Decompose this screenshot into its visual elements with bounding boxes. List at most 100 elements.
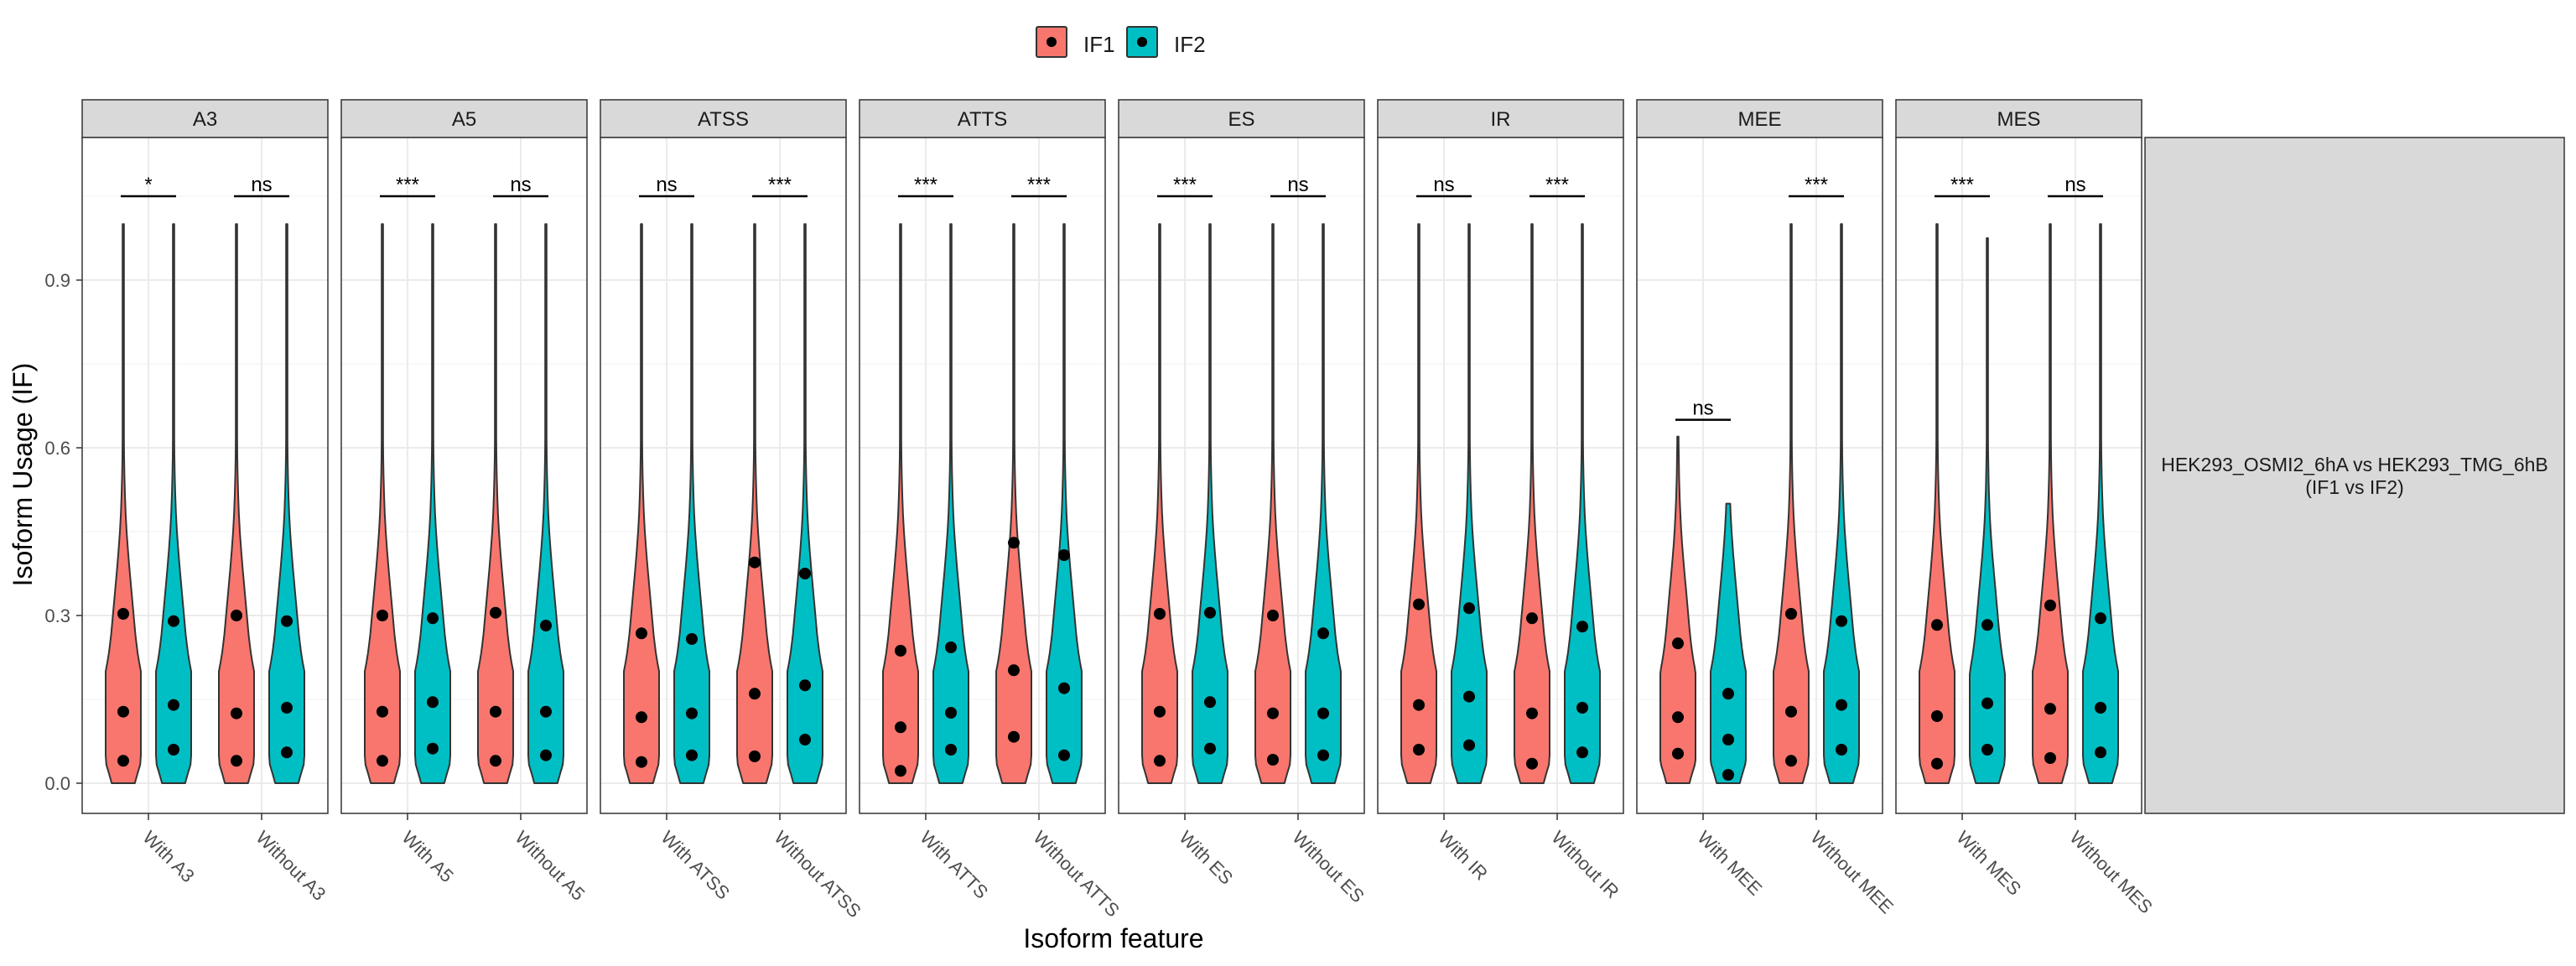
x-tick-label: With IR	[1434, 827, 1492, 885]
quantile-point	[377, 755, 388, 767]
quantile-point	[427, 742, 439, 755]
panel-border	[1895, 137, 2142, 814]
quantile-point	[1785, 608, 1797, 620]
quantile-point	[1317, 749, 1329, 761]
quantile-point	[1576, 746, 1588, 759]
violin-if2	[1192, 223, 1228, 784]
violin-if1	[623, 223, 660, 784]
quantile-point	[1204, 606, 1216, 619]
x-tick-label: Without A5	[511, 827, 589, 905]
significance-label: ***	[1173, 174, 1197, 196]
violin-if2	[1564, 223, 1601, 784]
quantile-point	[540, 749, 552, 761]
quantile-point	[1981, 619, 1993, 631]
facet-atss: ATSS ns With ATSS *** Without ATSS	[600, 99, 865, 922]
quantile-point	[168, 744, 179, 756]
panel-border	[1118, 137, 1365, 814]
panel-border	[859, 137, 1106, 814]
quantile-point	[895, 721, 906, 734]
quantile-point	[540, 705, 552, 718]
violin-if1	[1514, 223, 1550, 784]
quantile-point	[2095, 612, 2106, 625]
violin-if2	[932, 223, 969, 784]
facet-strip-label: MEE	[1737, 108, 1781, 131]
quantile-point	[799, 679, 811, 692]
quantile-point	[1154, 608, 1166, 620]
x-tick-label: With ATTS	[916, 827, 992, 903]
quantile-point	[945, 641, 957, 653]
facet-strip	[859, 99, 1106, 138]
quantile-point	[1931, 710, 1943, 722]
quantile-point	[117, 705, 129, 718]
facet-strip	[81, 99, 329, 138]
legend-label-if2: IF2	[1174, 32, 1206, 57]
facet-strip	[1377, 99, 1624, 138]
y-tick-label: 0.0	[44, 773, 70, 794]
quantile-point	[895, 645, 906, 657]
quantile-point	[490, 606, 501, 619]
quantile-point	[117, 755, 129, 767]
facet-a3: A3 * With A3 ns Without A3	[81, 99, 330, 905]
facet-strip	[1895, 99, 2142, 138]
violin-if1	[1919, 223, 1955, 784]
facet-strip	[600, 99, 847, 138]
quantile-point	[636, 756, 647, 768]
violin-if1	[1141, 223, 1178, 784]
quantile-point	[1526, 707, 1538, 719]
quantile-point	[1931, 619, 1943, 631]
x-tick-label: With ES	[1175, 827, 1237, 889]
violin-if1	[736, 223, 773, 784]
quantile-point	[168, 615, 179, 627]
quantile-point	[1722, 734, 1734, 745]
quantile-point	[1576, 621, 1588, 633]
quantile-point	[945, 707, 957, 719]
side-strip-line1: HEK293_OSMI2_6hA vs HEK293_TMG_6hB	[2161, 454, 2548, 475]
violin-if1	[1254, 223, 1291, 784]
violin-if1	[2032, 223, 2069, 784]
violin-if2	[1969, 237, 2006, 784]
quantile-point	[799, 568, 811, 579]
quantile-point	[540, 620, 552, 631]
quantile-point	[1785, 755, 1797, 767]
facet-strip	[1636, 99, 1883, 138]
quantile-point	[1154, 755, 1166, 767]
quantile-point	[1267, 754, 1279, 766]
quantile-point	[1981, 744, 1993, 756]
quantile-point	[281, 615, 293, 627]
quantile-point	[1204, 742, 1216, 755]
significance-label: ns	[251, 174, 272, 196]
quantile-point	[1413, 744, 1425, 756]
quantile-point	[1008, 537, 1020, 549]
violin-if1	[1659, 435, 1696, 784]
facet-es: ES *** With ES ns Without ES	[1118, 99, 1368, 906]
legend-key-if2-dot	[1137, 37, 1147, 47]
quantile-point	[2044, 600, 2056, 611]
violin-if2	[787, 223, 823, 784]
violin-if2	[2082, 223, 2119, 784]
significance-label: ***	[1950, 174, 1974, 196]
violin-if2	[1046, 223, 1083, 784]
facet-a5: A5 *** With A5 ns Without A5	[340, 99, 589, 905]
quantile-point	[1526, 757, 1538, 770]
significance-label: ns	[510, 174, 531, 196]
quantile-point	[377, 610, 388, 621]
significance-label: ***	[1545, 174, 1569, 196]
significance-label: ***	[1027, 174, 1051, 196]
significance-label: ns	[1433, 174, 1454, 196]
violin-if2	[1451, 223, 1488, 784]
panel-border	[1636, 137, 1883, 814]
violin-if1	[364, 223, 401, 784]
quantile-point	[231, 755, 242, 767]
quantile-point	[1526, 612, 1538, 625]
violin-if2	[414, 223, 451, 784]
quantile-point	[749, 688, 761, 700]
quantile-point	[1008, 664, 1020, 677]
quantile-point	[377, 705, 388, 718]
x-tick-label: Without MES	[2065, 827, 2156, 917]
quantile-point	[1672, 711, 1684, 724]
facet-strip-label: MES	[1997, 108, 2040, 131]
panel-border	[600, 137, 847, 814]
facet-mee: MEE ns With MEE *** Without MEE	[1636, 99, 1898, 917]
quantile-point	[490, 755, 501, 767]
